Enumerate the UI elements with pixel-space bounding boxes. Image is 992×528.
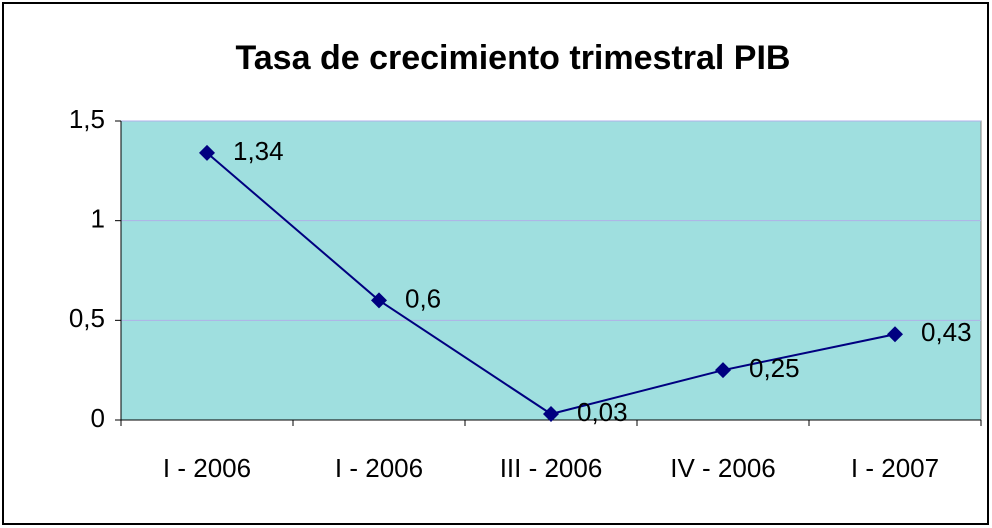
data-label: 0,6 (405, 283, 441, 313)
chart-title: Tasa de crecimiento trimestral PIB (236, 39, 791, 77)
x-tick-label: III - 2006 (500, 453, 603, 483)
data-label: 0,25 (749, 353, 800, 383)
data-label: 0,03 (577, 397, 628, 427)
plot-area (120, 120, 982, 421)
y-tick-label: 0 (91, 403, 105, 433)
x-tick-label: I - 2006 (163, 453, 251, 483)
marker (887, 326, 903, 343)
marker (199, 144, 215, 161)
marker (543, 406, 559, 423)
data-label: 0,43 (921, 317, 972, 347)
y-tick-label: 0,5 (69, 303, 105, 333)
data-label: 1,34 (233, 136, 284, 166)
x-tick-label: I - 2006 (335, 453, 423, 483)
marker (371, 292, 387, 309)
marker (715, 362, 731, 379)
y-tick-label: 1 (91, 204, 105, 234)
x-tick-label: IV - 2006 (670, 453, 776, 483)
x-tick-label: I - 2007 (851, 453, 939, 483)
y-tick-label: 1,5 (69, 104, 105, 134)
